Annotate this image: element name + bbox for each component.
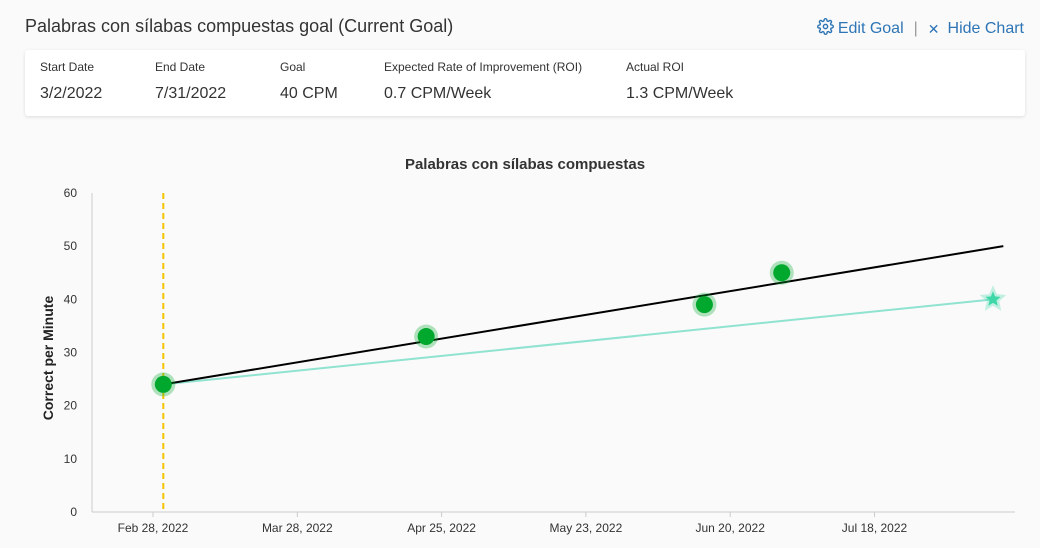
goal-summary-card: Start Date 3/2/2022 End Date 7/31/2022 G… xyxy=(25,50,1025,116)
goal-value: 40 CPM xyxy=(280,85,338,102)
y-tick-label: 30 xyxy=(64,346,78,360)
start-date-value: 3/2/2022 xyxy=(40,85,103,102)
expected-roi-field: Expected Rate of Improvement (ROI) 0.7 C… xyxy=(384,60,582,103)
y-tick-label: 50 xyxy=(64,239,78,253)
expected-roi-value: 0.7 CPM/Week xyxy=(384,85,492,102)
y-tick-label: 60 xyxy=(64,186,78,200)
hide-chart-button[interactable]: ✕ Hide Chart xyxy=(928,20,1024,38)
goal-progress-chart: Palabras con sílabas compuestas Correct … xyxy=(40,156,1015,535)
x-tick-label: Feb 28, 2022 xyxy=(118,521,189,535)
edit-goal-label: Edit Goal xyxy=(837,20,904,37)
hide-chart-label: Hide Chart xyxy=(947,20,1024,37)
data-point xyxy=(417,328,435,346)
y-tick-label: 0 xyxy=(70,505,77,519)
goal-line xyxy=(163,298,994,386)
y-tick-label: 10 xyxy=(64,452,78,466)
y-axis-label: Correct per Minute xyxy=(40,296,56,421)
goal-star-marker xyxy=(985,291,1001,306)
x-tick-label: Apr 25, 2022 xyxy=(407,521,476,535)
end-date-label: End Date xyxy=(155,60,206,74)
y-tick-label: 40 xyxy=(64,292,78,306)
close-icon: ✕ xyxy=(927,20,940,37)
y-tick-label: 20 xyxy=(64,399,78,413)
edit-goal-button[interactable]: Edit Goal xyxy=(816,18,904,40)
x-tick-label: Jun 20, 2022 xyxy=(695,521,765,535)
actual-roi-value: 1.3 CPM/Week xyxy=(626,85,734,102)
goal-field: Goal 40 CPM xyxy=(280,60,338,103)
goal-title: Palabras con sílabas compuestas goal (Cu… xyxy=(25,16,454,36)
end-date-value: 7/31/2022 xyxy=(155,85,227,102)
actual-roi-label: Actual ROI xyxy=(626,60,685,74)
start-date-field: Start Date 3/2/2022 xyxy=(40,60,102,103)
end-date-field: End Date 7/31/2022 xyxy=(155,60,226,103)
data-point xyxy=(154,375,172,393)
trend-line xyxy=(163,245,1004,386)
goal-header: Palabras con sílabas compuestas goal (Cu… xyxy=(25,16,1024,42)
start-date-label: Start Date xyxy=(40,60,95,74)
data-point xyxy=(695,296,713,314)
gear-icon xyxy=(816,18,834,40)
header-actions: Edit Goal | ✕ Hide Chart xyxy=(816,18,1024,40)
data-point xyxy=(773,264,791,282)
chart-marks xyxy=(151,193,1007,512)
x-tick-label: May 23, 2022 xyxy=(550,521,623,535)
actual-roi-field: Actual ROI 1.3 CPM/Week xyxy=(626,60,733,103)
actions-separator: | xyxy=(913,20,918,37)
goal-label: Goal xyxy=(280,60,306,74)
chart-title: Palabras con sílabas compuestas xyxy=(405,156,645,173)
x-tick-label: Jul 18, 2022 xyxy=(842,521,908,535)
chart-axes: 0 10 20 30 40 50 60 Feb 28, 2022 Mar 28, 2022 Apr… xyxy=(64,186,1015,535)
x-tick-label: Mar 28, 2022 xyxy=(262,521,333,535)
expected-roi-label: Expected Rate of Improvement (ROI) xyxy=(384,60,583,74)
